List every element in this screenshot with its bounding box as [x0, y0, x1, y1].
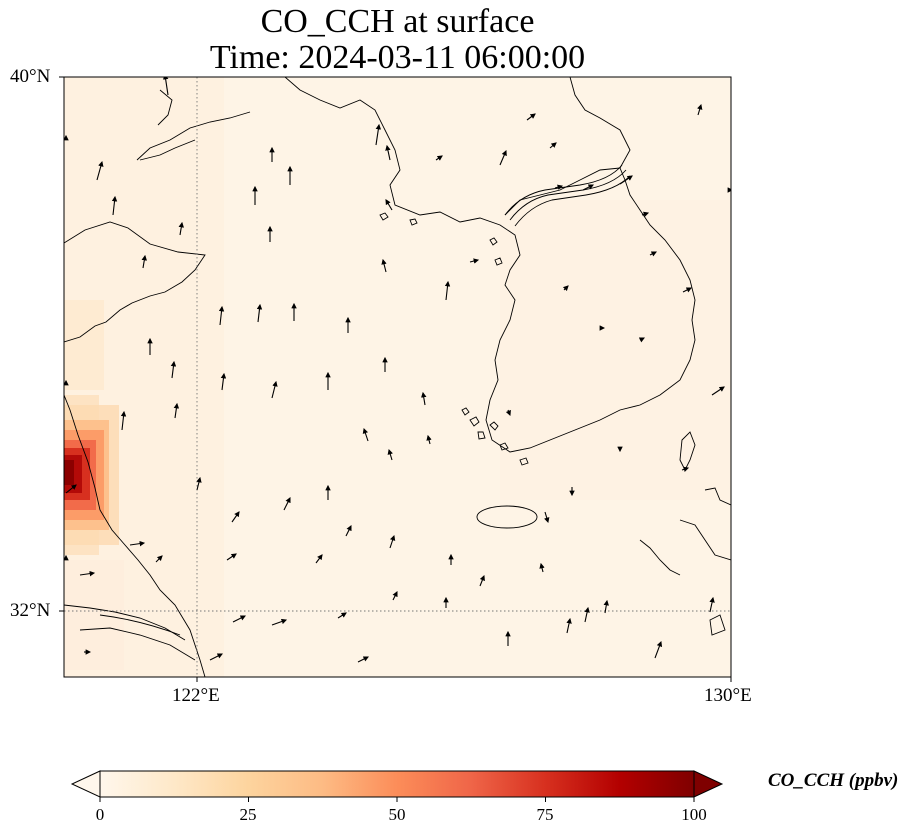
wind-arrow: [697, 103, 703, 116]
colorbar-tick-0: 0: [95, 805, 105, 824]
wind-arrow: [226, 553, 237, 561]
wind-arrow: [231, 511, 240, 523]
map-frame: [63, 76, 732, 678]
colorbar-high-extend: [693, 770, 724, 798]
wind-arrow: [196, 476, 202, 491]
wind-arrow: [381, 258, 387, 273]
wind-arrow: [65, 484, 77, 494]
wind-arrow: [387, 448, 393, 461]
wind-arrow: [638, 337, 645, 343]
colorbar-tick-25: 25: [239, 805, 257, 824]
colorbar: [70, 770, 724, 802]
wind-arrow: [120, 410, 127, 431]
wind-arrow: [375, 123, 382, 146]
wind-arrow: [499, 149, 507, 166]
wind-arrow: [220, 372, 227, 391]
lat-label-32n: 32°N: [10, 600, 51, 621]
colorbar-tick-100: 100: [681, 805, 707, 824]
wind-arrow: [549, 142, 557, 149]
wind-arrow: [178, 221, 184, 236]
colorbar-body: [99, 770, 695, 798]
lon-label-130e: 130°E: [704, 685, 752, 706]
wind-arrow: [389, 534, 396, 549]
lon-label-122e: 122°E: [172, 685, 220, 706]
colorbar-tick-50: 50: [388, 805, 406, 824]
wind-arrow: [162, 77, 169, 96]
wind-arrow: [283, 497, 291, 511]
wind-arrow: [111, 195, 118, 216]
wind-arrow: [682, 287, 692, 293]
wind-arrow: [681, 466, 690, 473]
title-line-1: CO_CCH at surface: [260, 3, 535, 40]
colorbar-low-extend: [70, 770, 101, 798]
wind-arrow: [271, 380, 278, 399]
wind-arrow: [129, 540, 146, 547]
wind-arrow: [155, 555, 163, 563]
wind-arrow: [539, 562, 545, 573]
gridlines: [64, 77, 731, 677]
wind-arrow: [544, 511, 550, 524]
wind-arrow: [385, 144, 391, 161]
wind-arrow: [709, 596, 715, 613]
wind-arrow: [79, 570, 96, 577]
wind-arrow: [96, 160, 104, 181]
wind-arrow: [562, 285, 569, 292]
lat-label-40n: 40°N: [10, 66, 51, 87]
wind-arrow: [711, 386, 725, 396]
wind-arrow: [584, 606, 590, 623]
wind-arrow: [232, 615, 246, 623]
axis-ticks: [59, 76, 732, 682]
wind-arrow: [444, 280, 451, 301]
wind-arrow: [315, 554, 323, 564]
wind-arrow: [392, 591, 398, 601]
colorbar-tick-75: 75: [536, 805, 554, 824]
title-line-2: Time: 2024-03-11 06:00:00: [209, 39, 586, 76]
wind-arrow: [654, 640, 663, 659]
wind-arrow: [345, 525, 352, 537]
wind-arrow: [141, 254, 147, 269]
wind-arrow: [641, 211, 650, 218]
wind-arrow: [173, 402, 180, 419]
wind-arrow: [566, 617, 572, 634]
wind-arrow: [426, 434, 432, 445]
wind-arrow: [479, 574, 485, 587]
wind-arrow: [271, 618, 288, 626]
wind-arrow: [526, 113, 536, 121]
wind-arrow: [582, 184, 594, 191]
jeju-island: [476, 505, 538, 529]
wind-arrow: [649, 251, 657, 257]
wind-arrow: [421, 391, 427, 406]
wind-arrow: [218, 305, 225, 326]
wind-arrow: [385, 199, 393, 211]
wind-arrow: [603, 599, 609, 614]
wind-arrow: [357, 656, 369, 663]
wind-vectors: [64, 77, 731, 663]
wind-arrow: [256, 303, 263, 323]
wind-arrow: [362, 427, 369, 442]
wind-arrow: [170, 360, 177, 379]
wind-arrow: [337, 612, 347, 619]
wind-arrow: [554, 184, 564, 190]
wind-arrow: [469, 258, 480, 264]
wind-arrow: [209, 653, 223, 661]
wind-arrow: [619, 175, 633, 185]
wind-arrow: [435, 155, 443, 161]
colorbar-label: CO_CCH (ppbv): [768, 770, 899, 791]
wind-arrow: [505, 409, 511, 417]
